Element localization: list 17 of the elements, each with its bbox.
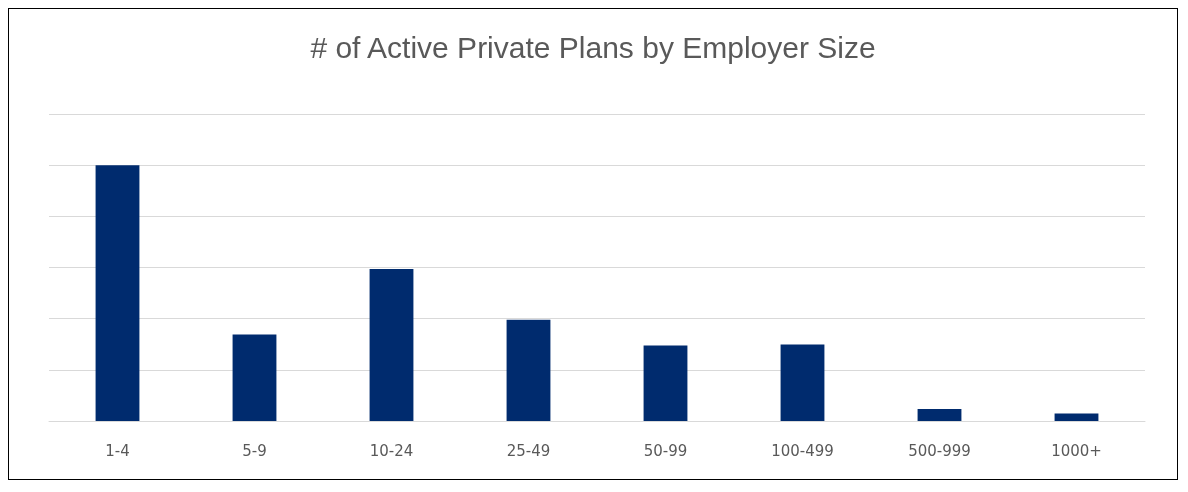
x-tick-label: 1-4 bbox=[105, 441, 130, 460]
bar bbox=[232, 334, 277, 421]
bar bbox=[1054, 413, 1099, 421]
bar bbox=[643, 345, 688, 421]
bar bbox=[369, 269, 414, 421]
x-tick-label: 10-24 bbox=[369, 441, 414, 460]
x-tick-label: 25-49 bbox=[506, 441, 551, 460]
x-tick-label: 1000+ bbox=[1051, 441, 1102, 460]
bar bbox=[95, 165, 140, 421]
x-tick-label: 50-99 bbox=[643, 441, 688, 460]
bar bbox=[917, 408, 962, 421]
x-tick-label: 500-999 bbox=[908, 441, 971, 460]
bar bbox=[780, 344, 825, 421]
x-tick-label: 100-499 bbox=[771, 441, 834, 460]
bar bbox=[506, 319, 551, 421]
x-tick-label: 5-9 bbox=[242, 441, 267, 460]
chart-title: # of Active Private Plans by Employer Size bbox=[310, 30, 876, 64]
